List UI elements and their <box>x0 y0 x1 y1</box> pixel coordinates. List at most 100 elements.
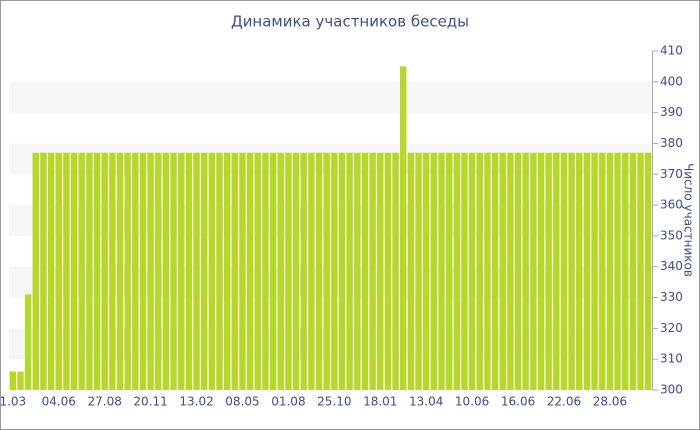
bar <box>308 152 315 390</box>
bar <box>461 152 468 390</box>
y-tick-label: 330 <box>660 290 683 304</box>
x-tick-label: 10.06 <box>455 395 489 409</box>
bar <box>468 152 476 390</box>
bar <box>560 152 568 390</box>
bar <box>32 152 40 390</box>
bar <box>568 152 575 390</box>
bar <box>484 152 491 390</box>
x-tick-label: 20.11 <box>133 395 167 409</box>
chart-title: Динамика участников беседы <box>231 13 469 31</box>
bar <box>17 371 24 390</box>
y-tick-label: 390 <box>660 105 683 119</box>
bar <box>369 152 376 390</box>
y-tick-label: 300 <box>660 383 683 397</box>
grid-band <box>9 266 652 298</box>
x-tick-label: 08.05 <box>225 395 259 409</box>
bar <box>285 152 292 390</box>
y-tick-label: 350 <box>660 228 683 242</box>
bar <box>193 152 200 390</box>
grid-band <box>9 143 652 175</box>
bar <box>292 152 300 390</box>
x-tick-label: 01.08 <box>271 395 305 409</box>
x-tick-label: 13.04 <box>409 395 443 409</box>
bar <box>132 152 139 390</box>
bar <box>86 152 93 390</box>
grid-band <box>9 81 652 113</box>
bar <box>545 152 552 390</box>
bar <box>514 152 522 390</box>
bar <box>629 152 637 390</box>
x-tick-label: 1.03 <box>0 395 26 409</box>
bar <box>40 152 47 390</box>
bar <box>269 152 277 390</box>
bar <box>354 152 361 390</box>
bar <box>300 152 307 390</box>
bar <box>553 152 560 390</box>
y-tick-label: 340 <box>660 259 683 273</box>
bar <box>621 152 629 390</box>
x-tick-label: 16.06 <box>501 395 535 409</box>
bar <box>530 152 537 390</box>
bar <box>262 152 269 390</box>
bar <box>430 152 438 390</box>
bar <box>637 152 644 390</box>
bar <box>109 152 116 390</box>
bar <box>155 152 162 390</box>
bar <box>124 152 131 390</box>
x-tick-label: 28.06 <box>593 395 627 409</box>
grid-band <box>9 328 652 360</box>
bar <box>223 152 231 390</box>
y-tick-label: 380 <box>660 136 683 150</box>
bar <box>147 152 154 390</box>
bar <box>315 152 323 390</box>
x-tick-label: 27.08 <box>88 395 122 409</box>
bar <box>537 152 545 390</box>
bar <box>400 66 407 390</box>
bar <box>346 152 353 390</box>
bar <box>139 152 147 390</box>
bar <box>208 152 216 390</box>
bar <box>170 152 177 390</box>
x-tick-label: 25.10 <box>317 395 351 409</box>
x-tick-label: 04.06 <box>42 395 76 409</box>
bar <box>614 152 621 390</box>
grid-band <box>9 205 652 236</box>
bar <box>70 152 78 390</box>
x-tick-label: 13.02 <box>179 395 213 409</box>
bar <box>606 152 614 390</box>
y-axis-title: Число участников <box>682 163 696 277</box>
bar <box>24 294 32 390</box>
bar <box>392 152 399 390</box>
bar <box>162 152 170 390</box>
bar <box>338 152 346 390</box>
bar <box>453 152 461 390</box>
bar <box>63 152 70 390</box>
bar <box>254 152 261 390</box>
bar <box>384 152 392 390</box>
bar <box>78 152 85 390</box>
bar <box>216 152 223 390</box>
bar <box>576 152 583 390</box>
x-tick-label: 22.06 <box>547 395 581 409</box>
bar <box>583 152 591 390</box>
bar <box>599 152 606 390</box>
bar <box>9 371 17 390</box>
bar <box>361 152 369 390</box>
y-tick-label: 310 <box>660 352 683 366</box>
x-tick-label: 18.01 <box>363 395 397 409</box>
bar <box>522 152 529 390</box>
bar <box>438 152 445 390</box>
y-tick-label: 400 <box>660 74 683 88</box>
bar <box>491 152 499 390</box>
bar <box>415 152 422 390</box>
bar <box>178 152 185 390</box>
bar <box>55 152 62 390</box>
bar <box>93 152 101 390</box>
bar <box>476 152 483 390</box>
bar <box>277 152 284 390</box>
y-tick-label: 410 <box>660 44 683 58</box>
bar <box>331 152 338 390</box>
y-tick-label: 360 <box>660 198 683 212</box>
bar <box>644 152 652 390</box>
